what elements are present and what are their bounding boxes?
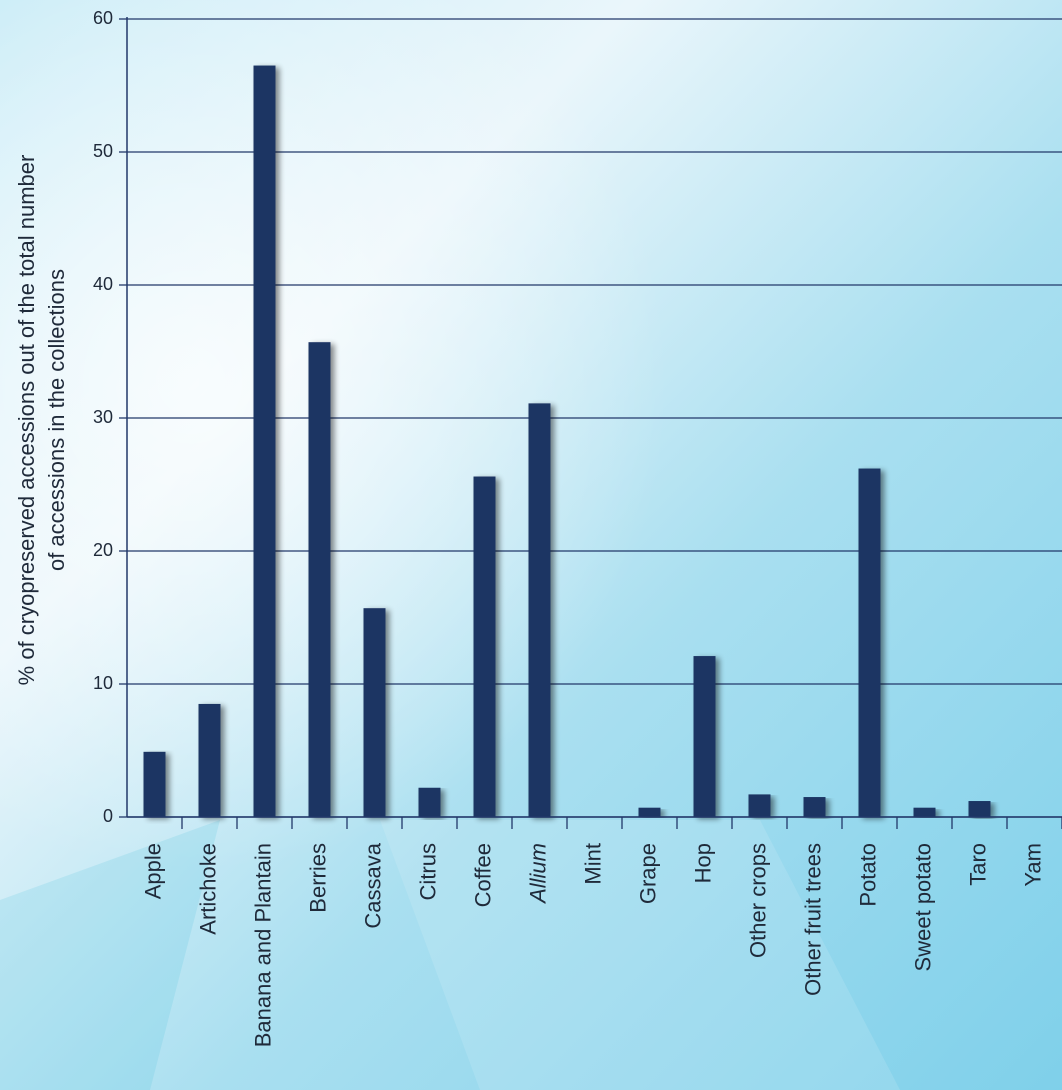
bar-grape — [638, 807, 661, 817]
y-tick-label-60: 60 — [93, 8, 113, 28]
x-tick-label-hop: Hop — [690, 843, 715, 883]
y-axis-title-line2: of accessions in the collections — [44, 269, 69, 571]
x-tick-label-citrus: Citrus — [415, 843, 440, 900]
bar-other-fruit-trees — [803, 797, 826, 817]
x-tick-label-other-fruit-trees: Other fruit trees — [800, 843, 825, 996]
y-tick-label-40: 40 — [93, 274, 113, 294]
y-axis-title-line1: % of cryopreserved accessions out of the… — [14, 155, 39, 686]
bar-other-crops — [748, 794, 771, 817]
x-tick-label-taro: Taro — [965, 843, 990, 886]
x-tick-label-allium: Allium — [525, 843, 550, 905]
x-tick-label-artichoke: Artichoke — [195, 843, 220, 935]
bar-berries — [308, 342, 331, 817]
bar-banana-and-plantain — [253, 65, 276, 818]
y-tick-label-50: 50 — [93, 141, 113, 161]
y-tick-label-10: 10 — [93, 673, 113, 693]
bar-taro — [968, 801, 991, 817]
bar-sweet-potato — [913, 807, 936, 817]
bar-artichoke — [198, 703, 221, 817]
x-tick-label-other-crops: Other crops — [745, 843, 770, 958]
background-dark-streak — [0, 820, 220, 1090]
y-tick-label-0: 0 — [103, 806, 113, 826]
x-tick-label-yam: Yam — [1020, 843, 1045, 887]
bar-cassava — [363, 608, 386, 817]
background-light-streak — [380, 820, 900, 1090]
x-tick-label-cassava: Cassava — [360, 842, 385, 928]
y-tick-labels: 0 10 20 30 40 50 60 — [93, 8, 113, 826]
x-tick-labels: Apple Artichoke Banana and Plantain Berries… — [140, 842, 1045, 1047]
bar-allium — [528, 403, 551, 817]
x-tick-label-banana-and-plantain: Banana and Plantain — [250, 843, 275, 1047]
bar-citrus — [418, 787, 441, 817]
y-tick-label-30: 30 — [93, 407, 113, 427]
y-tick-label-20: 20 — [93, 540, 113, 560]
x-tick-label-sweet-potato: Sweet potato — [910, 843, 935, 971]
x-tick-label-grape: Grape — [635, 843, 660, 904]
bar-coffee — [473, 476, 496, 817]
x-tick-label-coffee: Coffee — [470, 843, 495, 907]
x-tick-label-berries: Berries — [305, 843, 330, 913]
bar-hop — [693, 656, 716, 817]
bar-potato — [858, 468, 881, 817]
x-tick-label-apple: Apple — [140, 843, 165, 899]
bars — [143, 65, 991, 818]
bar-apple — [143, 751, 166, 817]
x-tick-label-mint: Mint — [580, 843, 605, 885]
x-tick-label-potato: Potato — [855, 843, 880, 907]
axes — [119, 17, 1062, 829]
